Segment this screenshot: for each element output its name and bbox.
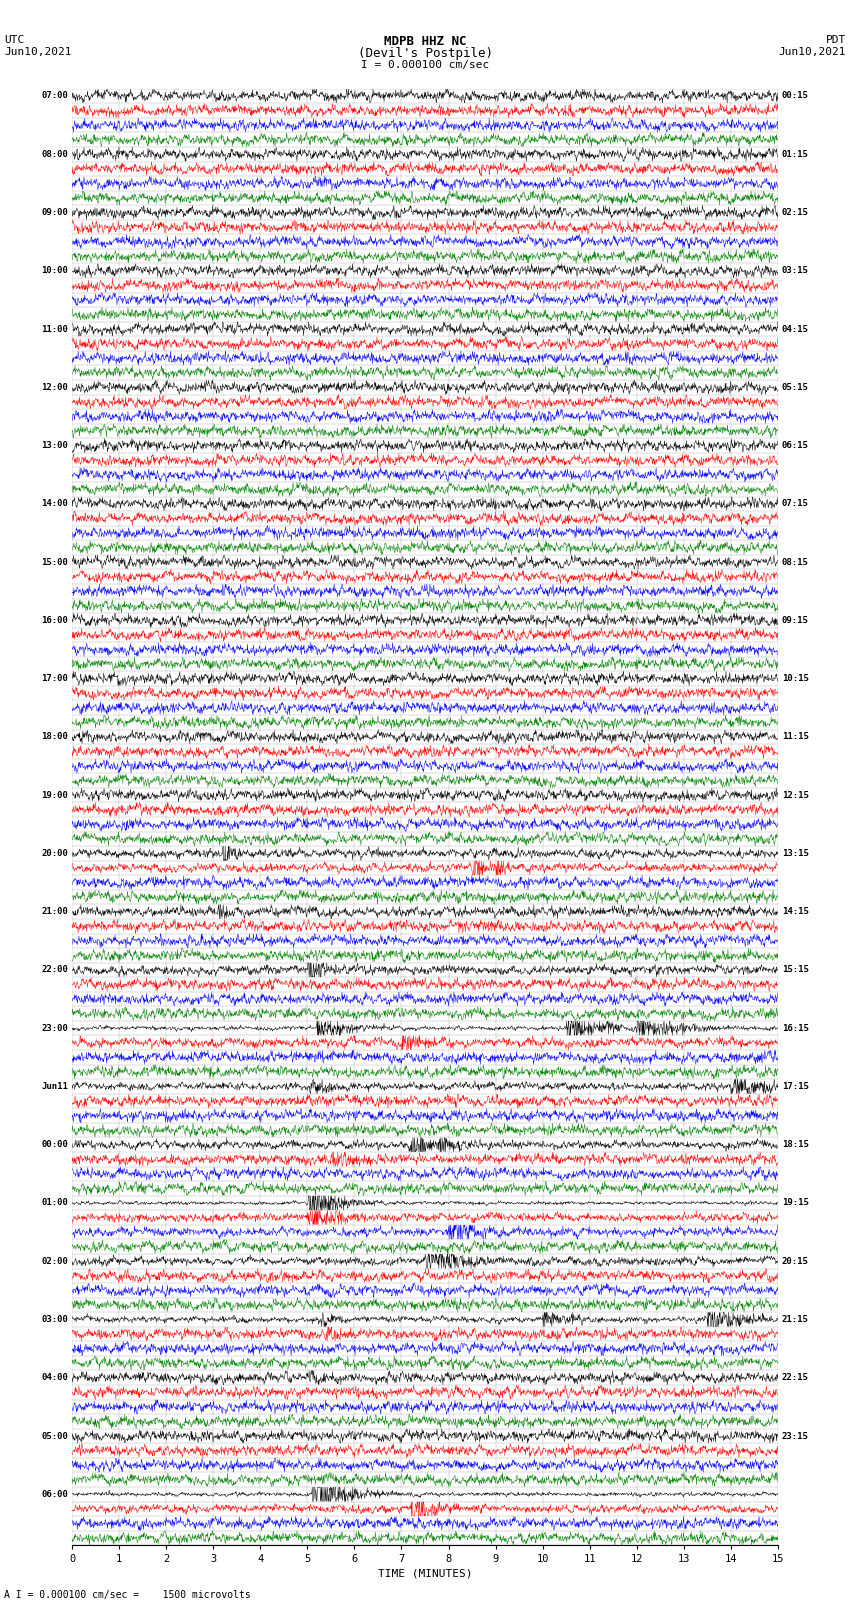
Text: PDT: PDT	[825, 35, 846, 45]
Text: 23:15: 23:15	[782, 1431, 809, 1440]
Text: 01:00: 01:00	[41, 1198, 68, 1208]
Text: 09:15: 09:15	[782, 616, 809, 624]
Text: 19:15: 19:15	[782, 1198, 809, 1208]
Text: A I = 0.000100 cm/sec =    1500 microvolts: A I = 0.000100 cm/sec = 1500 microvolts	[4, 1590, 251, 1600]
Text: Jun10,2021: Jun10,2021	[4, 47, 71, 56]
Text: 04:15: 04:15	[782, 324, 809, 334]
Text: Jun10,2021: Jun10,2021	[779, 47, 846, 56]
Text: 07:00: 07:00	[41, 92, 68, 100]
Text: 20:00: 20:00	[41, 848, 68, 858]
Text: 05:15: 05:15	[782, 382, 809, 392]
Text: 05:00: 05:00	[41, 1431, 68, 1440]
Text: 09:00: 09:00	[41, 208, 68, 218]
Text: 03:15: 03:15	[782, 266, 809, 276]
Text: 06:15: 06:15	[782, 440, 809, 450]
X-axis label: TIME (MINUTES): TIME (MINUTES)	[377, 1568, 473, 1579]
Text: 13:00: 13:00	[41, 440, 68, 450]
Text: 14:00: 14:00	[41, 500, 68, 508]
Text: 21:00: 21:00	[41, 907, 68, 916]
Text: 01:15: 01:15	[782, 150, 809, 158]
Text: 04:00: 04:00	[41, 1373, 68, 1382]
Text: 17:00: 17:00	[41, 674, 68, 684]
Text: 10:00: 10:00	[41, 266, 68, 276]
Text: 12:00: 12:00	[41, 382, 68, 392]
Text: 14:15: 14:15	[782, 907, 809, 916]
Text: 03:00: 03:00	[41, 1315, 68, 1324]
Text: MDPB HHZ NC: MDPB HHZ NC	[383, 35, 467, 48]
Text: 12:15: 12:15	[782, 790, 809, 800]
Text: 22:15: 22:15	[782, 1373, 809, 1382]
Text: 11:00: 11:00	[41, 324, 68, 334]
Text: 02:15: 02:15	[782, 208, 809, 218]
Text: Jun11: Jun11	[41, 1082, 68, 1090]
Text: (Devil's Postpile): (Devil's Postpile)	[358, 47, 492, 60]
Text: 18:00: 18:00	[41, 732, 68, 742]
Text: 10:15: 10:15	[782, 674, 809, 684]
Text: 18:15: 18:15	[782, 1140, 809, 1148]
Text: 13:15: 13:15	[782, 848, 809, 858]
Text: 08:15: 08:15	[782, 558, 809, 566]
Text: 08:00: 08:00	[41, 150, 68, 158]
Text: 15:15: 15:15	[782, 966, 809, 974]
Text: 20:15: 20:15	[782, 1257, 809, 1266]
Text: 02:00: 02:00	[41, 1257, 68, 1266]
Text: 06:00: 06:00	[41, 1490, 68, 1498]
Text: 21:15: 21:15	[782, 1315, 809, 1324]
Text: UTC: UTC	[4, 35, 25, 45]
Text: 15:00: 15:00	[41, 558, 68, 566]
Text: 22:00: 22:00	[41, 966, 68, 974]
Text: 23:00: 23:00	[41, 1024, 68, 1032]
Text: I = 0.000100 cm/sec: I = 0.000100 cm/sec	[361, 60, 489, 69]
Text: 17:15: 17:15	[782, 1082, 809, 1090]
Text: 00:00: 00:00	[41, 1140, 68, 1148]
Text: 00:15: 00:15	[782, 92, 809, 100]
Text: 16:00: 16:00	[41, 616, 68, 624]
Text: 16:15: 16:15	[782, 1024, 809, 1032]
Text: 11:15: 11:15	[782, 732, 809, 742]
Text: 07:15: 07:15	[782, 500, 809, 508]
Text: 19:00: 19:00	[41, 790, 68, 800]
